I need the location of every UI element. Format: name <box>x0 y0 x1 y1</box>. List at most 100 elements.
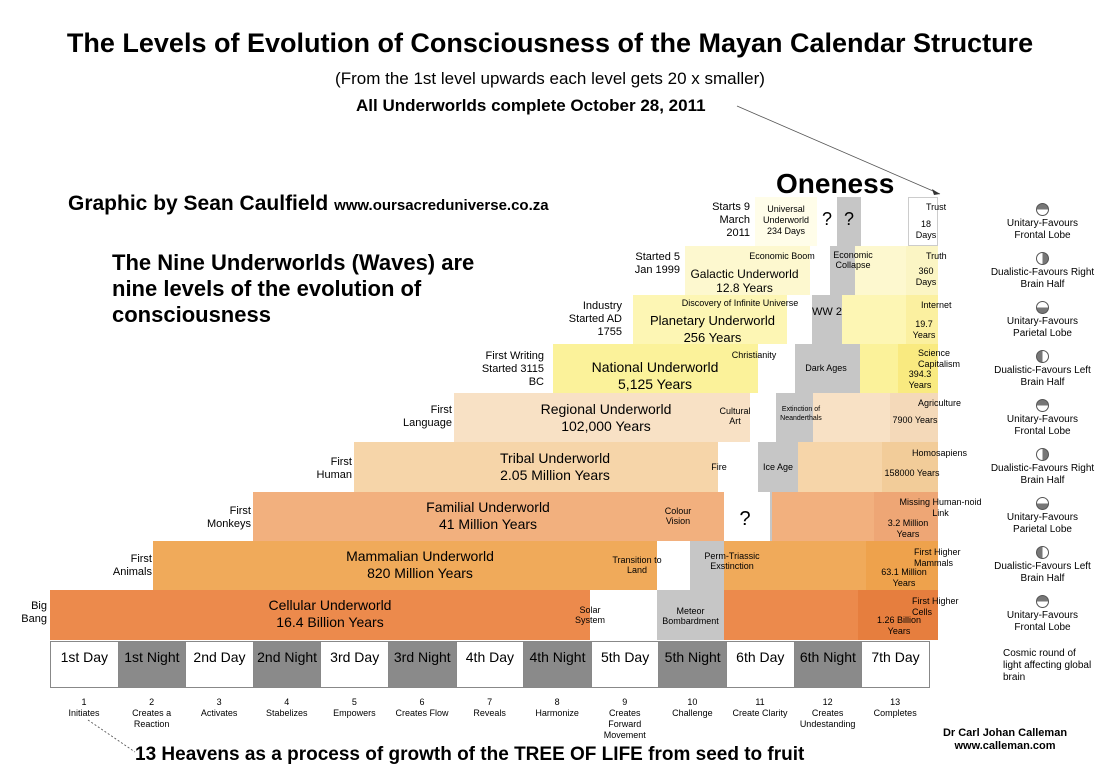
grey-cell <box>770 492 772 541</box>
heaven-number: 1 <box>81 697 87 707</box>
start-label-first-animals: First Animals <box>112 553 152 578</box>
right-dur-homosapiens: 158000 Years <box>884 468 940 478</box>
event-perm-triassic: Perm-Triassic Exstinction <box>704 551 760 571</box>
band-cellular <box>50 590 938 640</box>
oneness-label: Oneness <box>776 168 895 199</box>
heaven-text: Creates Flow <box>395 708 449 718</box>
heaven-text: Create Clarity <box>732 708 788 718</box>
heaven-text: Empowers <box>333 708 376 718</box>
heaven-label: 4 Stabelizes <box>257 697 317 719</box>
brain-label: Dualistic-Favours Right Brain Half <box>990 463 1095 486</box>
band-label-galactic: Galactic Underworld 12.8 Years <box>690 267 799 295</box>
start-label-first-human: First Human <box>316 456 352 481</box>
heaven-number: 2 <box>149 697 155 707</box>
right-label-internet: Internet <box>921 300 952 310</box>
brain-label: Dualistic-Favours Right Brain Half <box>990 267 1095 290</box>
start-label-galactic: Started 5 Jan 1999 <box>634 251 680 276</box>
day-cell: 5th Night <box>658 641 727 688</box>
band-label-tribal: Tribal Underworld 2.05 Million Years <box>500 450 610 483</box>
event-ice-age: Ice Age <box>762 462 794 472</box>
brain-label: Unitary-Favours Frontal Lobe <box>1006 414 1079 437</box>
heaven-number: 5 <box>351 697 357 707</box>
right-label-homosapiens: Homosapiens <box>912 448 968 458</box>
event-colour-vision: Colour Vision <box>664 506 692 526</box>
start-label-big-bang: Big Bang <box>21 600 47 625</box>
heaven-number: 6 <box>419 697 425 707</box>
white-cell <box>724 492 770 541</box>
day-cell: 3rd Day <box>320 641 389 688</box>
right-dur-truth: 360 Days <box>915 266 937 287</box>
right-dur-link: 3.2 Million Years <box>887 518 929 539</box>
band-label-mammalian: Mammalian Underworld 820 Million Years <box>346 548 494 581</box>
brain-frontal-icon <box>1036 203 1049 216</box>
end-segment <box>908 197 938 246</box>
event-dark-ages: Dark Ages <box>805 363 847 373</box>
grey-cell <box>795 344 860 393</box>
right-label-trust: Trust <box>926 202 947 212</box>
start-label-first-language: First Language <box>403 404 452 429</box>
white-cell <box>861 197 908 246</box>
day-cell: 5th Day <box>590 641 660 688</box>
brain-parietal-icon <box>1036 497 1049 510</box>
heaven-text: Reveals <box>473 708 506 718</box>
end-segment <box>898 344 938 393</box>
end-segment <box>890 393 938 442</box>
right-label-science: Science Capitalism <box>918 348 961 369</box>
brain-right-icon <box>1036 448 1049 461</box>
event-meteor: Meteor Bombardment <box>662 606 719 626</box>
start-label-first-monkeys: First Monkeys <box>206 505 251 530</box>
heaven-number: 8 <box>554 697 560 707</box>
right-label-agriculture: Agriculture <box>918 398 962 408</box>
band-planetary <box>633 295 938 344</box>
heaven-label: 7 Reveals <box>460 697 520 719</box>
heaven-text: Harmonize <box>535 708 579 718</box>
heaven-text: Completes <box>873 708 917 718</box>
band-national <box>553 344 938 393</box>
heaven-label: 11 Create Clarity <box>730 697 790 719</box>
graphic-credit: Graphic by Sean Caulfield www.oursacredu… <box>68 192 549 216</box>
event-economic-collapse: Economic Collapse <box>833 250 873 270</box>
right-dur-cells: 1.26 Billion Years <box>876 615 922 636</box>
band-label-universal: Universal Underworld 234 Days <box>762 204 810 236</box>
right-label-truth: Truth <box>926 251 947 261</box>
white-cell <box>810 246 830 295</box>
band-label-planetary: Planetary Underworld 256 Years <box>649 313 775 345</box>
grey-cell <box>657 590 724 640</box>
band-tribal <box>354 442 938 492</box>
event-discovery: Discovery of Infinite Universe <box>681 298 799 308</box>
heaven-label: 12 Creates Undestanding <box>798 697 858 730</box>
heaven-text: Creates a Reaction <box>132 708 172 729</box>
event-transition: Transition to Land <box>612 555 662 575</box>
event-ww2: WW 2 <box>812 306 842 318</box>
heaven-label: 5 Empowers <box>324 697 384 719</box>
heaven-text: Creates Forward Movement <box>603 708 646 740</box>
credit-url: www.oursacreduniverse.co.za <box>334 197 549 214</box>
heaven-text: Creates Undestanding <box>799 708 856 729</box>
heaven-text: Challenge <box>672 708 713 718</box>
heaven-number: 11 <box>755 697 765 707</box>
author-credit: Dr Carl Johan Calleman www.calleman.com <box>942 727 1068 752</box>
event-neanderthals: Extinction of Neanderthals <box>780 406 822 422</box>
brain-right-icon <box>1036 252 1049 265</box>
white-cell <box>590 590 657 640</box>
grey-cell <box>812 295 842 344</box>
heaven-number: 9 <box>622 697 628 707</box>
white-cell <box>718 442 758 492</box>
right-label-cells: First Higher Cells <box>912 596 959 617</box>
heaven-number: 4 <box>284 697 290 707</box>
grey-cell <box>837 197 861 246</box>
event-cultural-art: Cultural Art <box>719 406 751 426</box>
grey-cell <box>776 393 813 442</box>
end-segment <box>906 295 938 344</box>
end-segment <box>874 492 938 541</box>
band-label-national: National Underworld 5,125 Years <box>591 359 719 392</box>
band-mammalian <box>153 541 938 590</box>
heaven-number: 7 <box>487 697 493 707</box>
brain-label: Unitary-Favours Frontal Lobe <box>1006 610 1079 633</box>
brain-label: Unitary-Favours Parietal Lobe <box>1006 512 1079 535</box>
band-label-cellular: Cellular Underworld 16.4 Billion Years <box>268 597 392 630</box>
event-unknown: ? <box>843 209 854 229</box>
event-unknown: ? <box>739 508 751 530</box>
heaven-number: 3 <box>216 697 222 707</box>
